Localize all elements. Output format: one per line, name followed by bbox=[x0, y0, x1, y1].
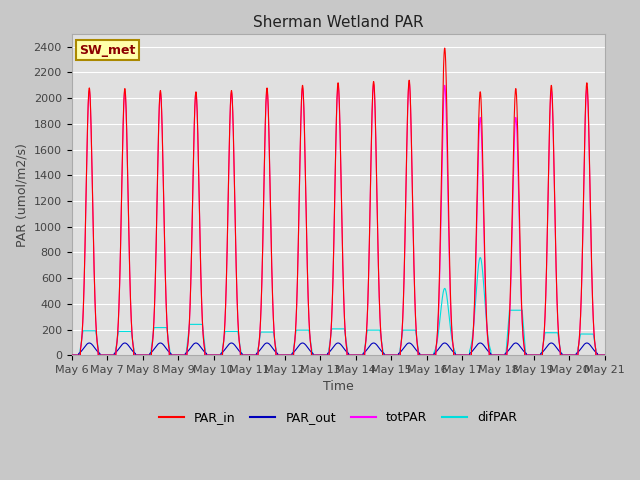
PAR_in bbox=[600, 352, 608, 358]
PAR_out bbox=[488, 352, 495, 358]
PAR_in bbox=[318, 352, 326, 358]
X-axis label: Time: Time bbox=[323, 381, 353, 394]
PAR_out bbox=[68, 352, 76, 358]
PAR_out bbox=[601, 352, 609, 358]
PAR_out bbox=[428, 352, 436, 358]
totPAR bbox=[68, 352, 76, 358]
PAR_in bbox=[488, 352, 495, 358]
PAR_out bbox=[164, 347, 172, 353]
totPAR bbox=[600, 352, 608, 358]
Line: totPAR: totPAR bbox=[72, 83, 605, 355]
totPAR bbox=[405, 80, 413, 86]
difPAR bbox=[601, 352, 609, 358]
difPAR bbox=[318, 352, 326, 358]
PAR_out bbox=[318, 352, 326, 358]
totPAR bbox=[163, 327, 171, 333]
PAR_in bbox=[428, 352, 436, 358]
difPAR bbox=[488, 352, 495, 358]
Legend: PAR_in, PAR_out, totPAR, difPAR: PAR_in, PAR_out, totPAR, difPAR bbox=[154, 407, 522, 430]
PAR_out bbox=[86, 340, 93, 346]
PAR_in bbox=[601, 352, 609, 358]
PAR_in bbox=[441, 45, 449, 51]
totPAR bbox=[428, 352, 436, 358]
PAR_in bbox=[458, 352, 465, 358]
PAR_in bbox=[68, 352, 76, 358]
difPAR bbox=[163, 329, 171, 335]
totPAR bbox=[458, 352, 465, 358]
PAR_out bbox=[458, 352, 465, 358]
difPAR bbox=[68, 352, 76, 358]
PAR_in bbox=[163, 327, 171, 333]
totPAR bbox=[318, 352, 326, 358]
Line: PAR_in: PAR_in bbox=[72, 48, 605, 355]
PAR_out bbox=[600, 352, 608, 358]
difPAR bbox=[458, 352, 465, 358]
difPAR bbox=[476, 255, 484, 261]
difPAR bbox=[600, 352, 608, 358]
Line: PAR_out: PAR_out bbox=[72, 343, 605, 355]
totPAR bbox=[488, 352, 495, 358]
Text: SW_met: SW_met bbox=[79, 44, 136, 57]
Title: Sherman Wetland PAR: Sherman Wetland PAR bbox=[253, 15, 424, 30]
difPAR bbox=[428, 352, 436, 358]
Line: difPAR: difPAR bbox=[72, 258, 605, 355]
Y-axis label: PAR (umol/m2/s): PAR (umol/m2/s) bbox=[15, 143, 28, 247]
totPAR bbox=[601, 352, 609, 358]
